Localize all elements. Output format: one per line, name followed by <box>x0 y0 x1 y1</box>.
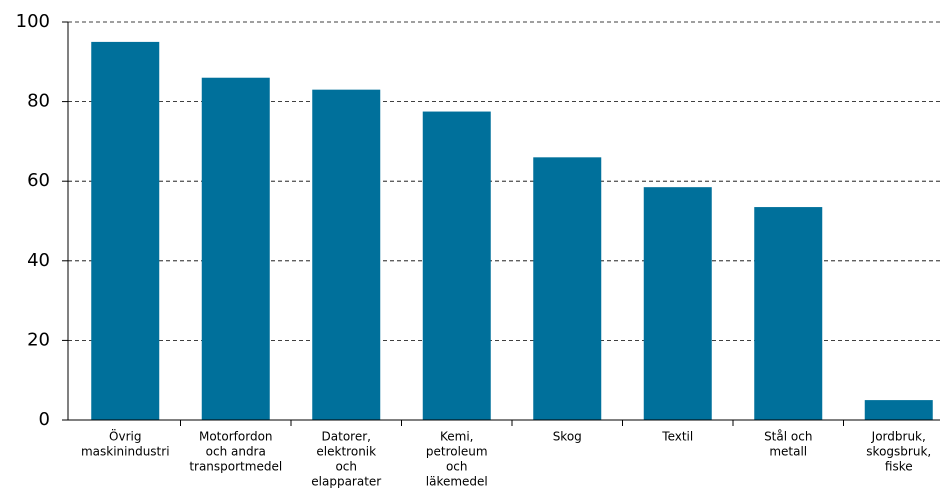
x-tick-label: och andra <box>206 445 266 459</box>
x-tick-label: Övrig <box>109 428 141 444</box>
bar <box>422 111 491 421</box>
y-tick-label: 0 <box>39 409 50 430</box>
x-tick-label: elektronik <box>316 445 376 459</box>
x-tick-label: Skog <box>553 430 582 444</box>
x-tick-label: Textil <box>661 430 693 444</box>
x-tick-label: Kemi, <box>440 430 474 444</box>
x-tick-label: Datorer, <box>322 430 371 444</box>
y-tick-label: 20 <box>27 329 50 350</box>
y-tick-label: 40 <box>27 250 50 271</box>
x-tick-label: och <box>335 460 357 474</box>
bar <box>864 400 933 420</box>
y-tick-label: 80 <box>27 91 50 112</box>
x-tick-label: elapparater <box>311 475 381 489</box>
x-tick-label: transportmedel <box>189 460 282 474</box>
x-tick-label: maskinindustri <box>81 445 170 459</box>
x-tick-label: Stål och <box>764 430 812 444</box>
bar <box>312 89 381 420</box>
x-tick-label: fiske <box>885 460 913 474</box>
x-tick-label: läkemedel <box>426 475 488 489</box>
bar <box>754 207 823 420</box>
y-tick-label: 60 <box>27 170 50 191</box>
y-tick-label: 100 <box>16 11 50 32</box>
bar <box>533 157 602 420</box>
x-tick-label: metall <box>769 445 807 459</box>
bar <box>91 41 160 421</box>
x-tick-label: Jordbruk, <box>871 430 926 444</box>
x-tick-label: och <box>446 460 468 474</box>
x-tick-label: petroleum <box>426 445 488 459</box>
x-tick-label: skogsbruk, <box>866 445 931 459</box>
x-tick-label: Motorfordon <box>199 430 273 444</box>
bar <box>643 187 712 420</box>
bar <box>201 77 270 420</box>
